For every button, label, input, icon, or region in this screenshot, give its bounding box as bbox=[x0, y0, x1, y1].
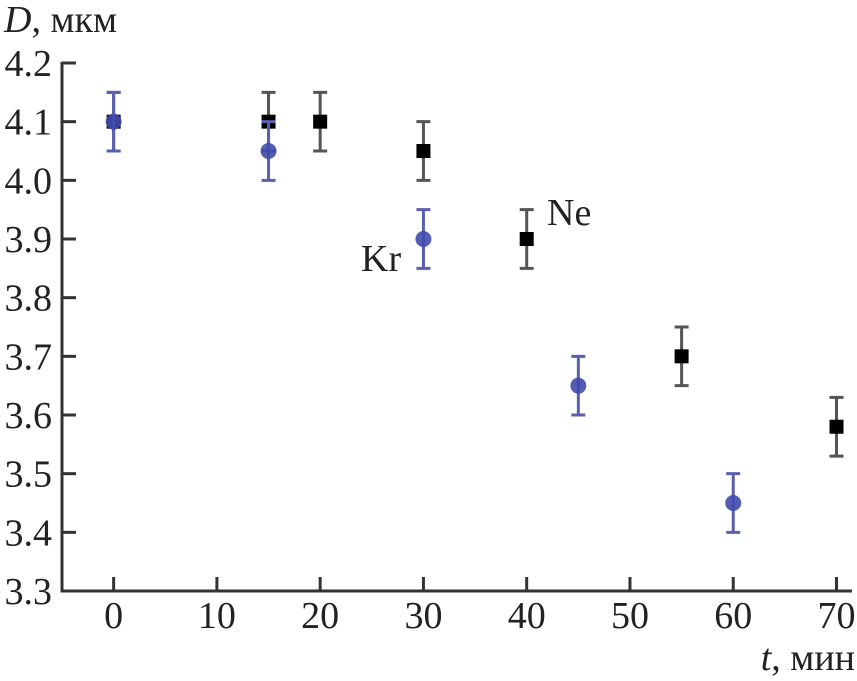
y-axis-var: D bbox=[3, 0, 31, 41]
y-tick-label: 4.2 bbox=[5, 43, 53, 85]
data-point-circle bbox=[415, 231, 432, 247]
x-axis-title: t, мин bbox=[761, 637, 855, 679]
y-tick-label: 3.7 bbox=[5, 336, 53, 378]
data-point-circle bbox=[570, 377, 587, 394]
x-axis-unit: , мин bbox=[771, 637, 855, 679]
data-point-square bbox=[313, 114, 328, 129]
y-tick-label: 4.1 bbox=[5, 102, 53, 144]
series-kr bbox=[105, 90, 742, 534]
axes: 3.3 3.4 3.5 3.6 3.7 3.8 3.9 4.0 4.1 4.2 0 10 20 30 40 5… bbox=[5, 43, 856, 637]
y-tick-label: 3.4 bbox=[5, 512, 53, 554]
x-tick-label: 70 bbox=[818, 595, 856, 637]
data-point-square bbox=[674, 349, 689, 364]
x-tick-label: 60 bbox=[714, 595, 752, 637]
y-tick-label: 3.8 bbox=[5, 278, 53, 320]
series-label-kr: Kr bbox=[361, 238, 401, 280]
data-point-circle bbox=[725, 495, 742, 511]
marks bbox=[105, 90, 844, 534]
data-point-square bbox=[416, 144, 431, 158]
x-tick-label: 30 bbox=[404, 595, 442, 637]
x-tick-label: 0 bbox=[104, 595, 123, 637]
x-tick-label: 10 bbox=[198, 595, 236, 637]
y-tick-label: 3.9 bbox=[5, 219, 53, 261]
y-tick-label: 3.6 bbox=[5, 395, 53, 437]
x-tick-label: 20 bbox=[301, 595, 339, 637]
series-label-ne: Ne bbox=[547, 192, 591, 234]
x-axis-var: t bbox=[761, 637, 773, 679]
x-tick-label: 50 bbox=[611, 595, 649, 637]
y-axis-unit: , мкм bbox=[31, 0, 117, 41]
y-tick-label: 3.3 bbox=[5, 571, 53, 613]
data-point-square bbox=[519, 232, 534, 246]
y-axis-title: D, мкм bbox=[3, 0, 117, 41]
y-tick-label: 4.0 bbox=[5, 160, 53, 202]
data-point-circle bbox=[260, 143, 277, 159]
series-ne bbox=[106, 90, 844, 458]
x-tick-label: 40 bbox=[508, 595, 546, 637]
data-point-circle bbox=[105, 113, 122, 130]
data-point-square bbox=[829, 419, 844, 434]
y-tick-label: 3.5 bbox=[5, 454, 53, 496]
